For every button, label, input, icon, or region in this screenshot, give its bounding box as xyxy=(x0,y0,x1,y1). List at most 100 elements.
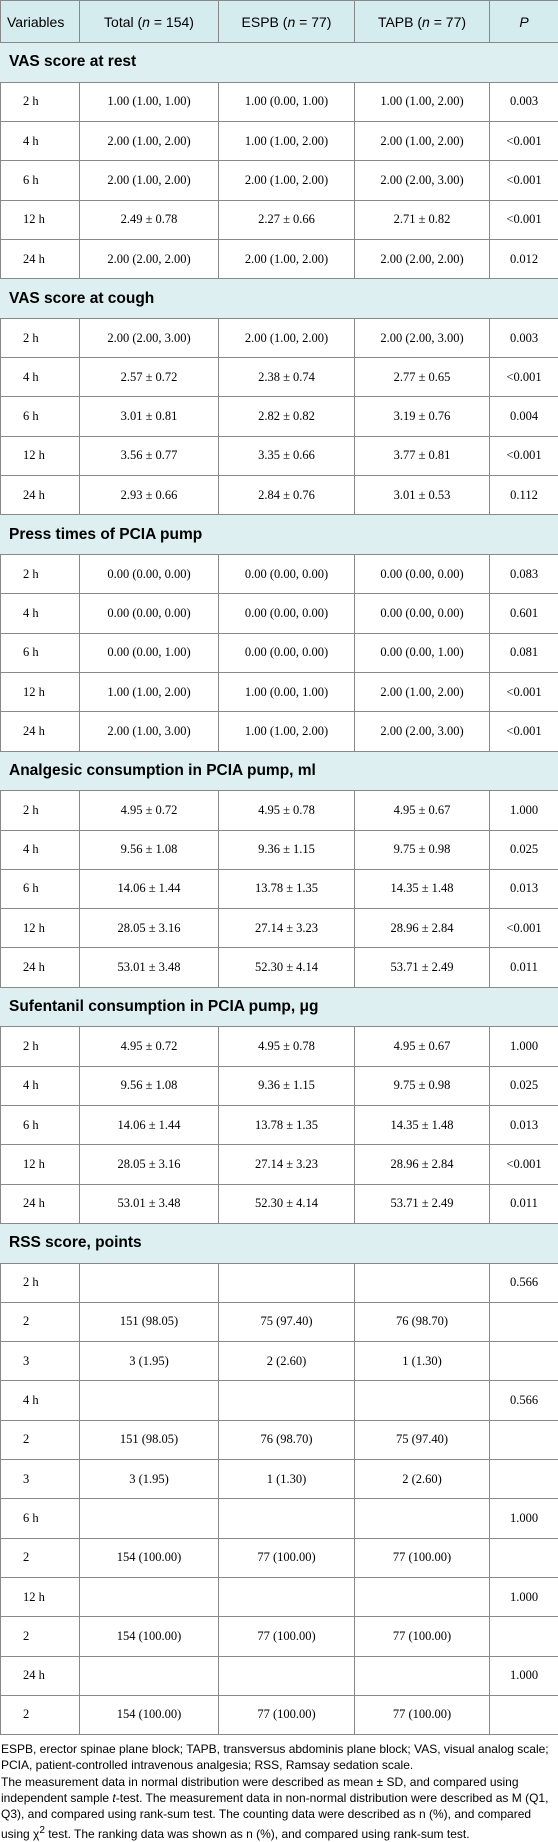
espb-value: 1 (1.30) xyxy=(219,1460,355,1499)
section-header-row: Analgesic consumption in PCIA pump, ml xyxy=(1,751,558,791)
section-header-row: Press times of PCIA pump xyxy=(1,515,558,555)
espb-value: 1.00 (0.00, 1.00) xyxy=(219,82,355,121)
p-value: 0.083 xyxy=(490,555,558,594)
tapb-value: 3.01 ± 0.53 xyxy=(355,476,490,515)
total-value: 28.05 ± 3.16 xyxy=(80,1145,219,1184)
tapb-value: 9.75 ± 0.98 xyxy=(355,830,490,869)
row-label: 24 h xyxy=(1,1184,80,1223)
p-value: <0.001 xyxy=(490,672,558,711)
espb-value: 2.00 (1.00, 2.00) xyxy=(219,318,355,357)
espb-value xyxy=(219,1577,355,1616)
total-value: 3 (1.95) xyxy=(80,1342,219,1381)
espb-value: 13.78 ± 1.35 xyxy=(219,869,355,908)
tapb-value: 2.00 (1.00, 2.00) xyxy=(355,672,490,711)
p-value xyxy=(490,1342,558,1381)
total-value: 151 (98.05) xyxy=(80,1420,219,1459)
tapb-value: 77 (100.00) xyxy=(355,1695,490,1734)
total-value: 3.56 ± 0.77 xyxy=(80,436,219,475)
espb-value: 77 (100.00) xyxy=(219,1538,355,1577)
espb-value: 52.30 ± 4.14 xyxy=(219,948,355,987)
espb-value: 2.82 ± 0.82 xyxy=(219,397,355,436)
espb-value: 0.00 (0.00, 0.00) xyxy=(219,594,355,633)
espb-value: 1.00 (1.00, 2.00) xyxy=(219,712,355,751)
total-value: 154 (100.00) xyxy=(80,1695,219,1734)
p-value: 1.000 xyxy=(490,1499,558,1538)
row-label: 4 h xyxy=(1,358,80,397)
row-label: 24 h xyxy=(1,1656,80,1695)
tapb-value: 1.00 (1.00, 2.00) xyxy=(355,82,490,121)
total-value xyxy=(80,1577,219,1616)
header-tapb: TAPB (n = 77) xyxy=(355,1,490,43)
p-value: 0.003 xyxy=(490,82,558,121)
section-title: RSS score, points xyxy=(1,1223,558,1263)
p-value: <0.001 xyxy=(490,436,558,475)
total-value: 2.93 ± 0.66 xyxy=(80,476,219,515)
total-value: 0.00 (0.00, 0.00) xyxy=(80,555,219,594)
p-value: 1.000 xyxy=(490,791,558,830)
footnote-methods: The measurement data in normal distribut… xyxy=(1,1774,556,1842)
tapb-value: 4.95 ± 0.67 xyxy=(355,791,490,830)
section-title: Sufentanil consumption in PCIA pump, μg xyxy=(1,987,558,1027)
total-value: 3.01 ± 0.81 xyxy=(80,397,219,436)
espb-value xyxy=(219,1381,355,1420)
tapb-value xyxy=(355,1577,490,1616)
row-label: 4 h xyxy=(1,594,80,633)
row-label: 24 h xyxy=(1,948,80,987)
tapb-value: 14.35 ± 1.48 xyxy=(355,869,490,908)
espb-value: 75 (97.40) xyxy=(219,1302,355,1341)
tapb-value: 1 (1.30) xyxy=(355,1342,490,1381)
p-value: 0.003 xyxy=(490,318,558,357)
row-label: 4 h xyxy=(1,830,80,869)
row-label: 4 h xyxy=(1,121,80,160)
row-label: 3 xyxy=(1,1460,80,1499)
total-value: 0.00 (0.00, 0.00) xyxy=(80,594,219,633)
row-label: 4 h xyxy=(1,1381,80,1420)
tapb-value: 9.75 ± 0.98 xyxy=(355,1066,490,1105)
row-label: 24 h xyxy=(1,712,80,751)
row-label: 12 h xyxy=(1,909,80,948)
total-value xyxy=(80,1499,219,1538)
p-value xyxy=(490,1617,558,1656)
tapb-value xyxy=(355,1381,490,1420)
section-header-row: RSS score, points xyxy=(1,1223,558,1263)
espb-value: 27.14 ± 3.23 xyxy=(219,1145,355,1184)
espb-value: 2.84 ± 0.76 xyxy=(219,476,355,515)
espb-value: 77 (100.00) xyxy=(219,1695,355,1734)
header-variables: Variables xyxy=(1,1,80,43)
row-label: 12 h xyxy=(1,1577,80,1616)
espb-value: 76 (98.70) xyxy=(219,1420,355,1459)
row-label: 12 h xyxy=(1,1145,80,1184)
tapb-value: 77 (100.00) xyxy=(355,1617,490,1656)
total-value: 154 (100.00) xyxy=(80,1538,219,1577)
total-value: 0.00 (0.00, 1.00) xyxy=(80,633,219,672)
total-value xyxy=(80,1381,219,1420)
total-value: 2.00 (2.00, 3.00) xyxy=(80,318,219,357)
p-value: 0.011 xyxy=(490,948,558,987)
total-value: 1.00 (1.00, 2.00) xyxy=(80,672,219,711)
p-value: 1.000 xyxy=(490,1027,558,1066)
p-value: <0.001 xyxy=(490,200,558,239)
tapb-value: 2.77 ± 0.65 xyxy=(355,358,490,397)
tapb-value: 53.71 ± 2.49 xyxy=(355,948,490,987)
row-label: 2 xyxy=(1,1302,80,1341)
row-label: 2 h xyxy=(1,555,80,594)
tapb-value: 28.96 ± 2.84 xyxy=(355,909,490,948)
espb-value: 2.27 ± 0.66 xyxy=(219,200,355,239)
